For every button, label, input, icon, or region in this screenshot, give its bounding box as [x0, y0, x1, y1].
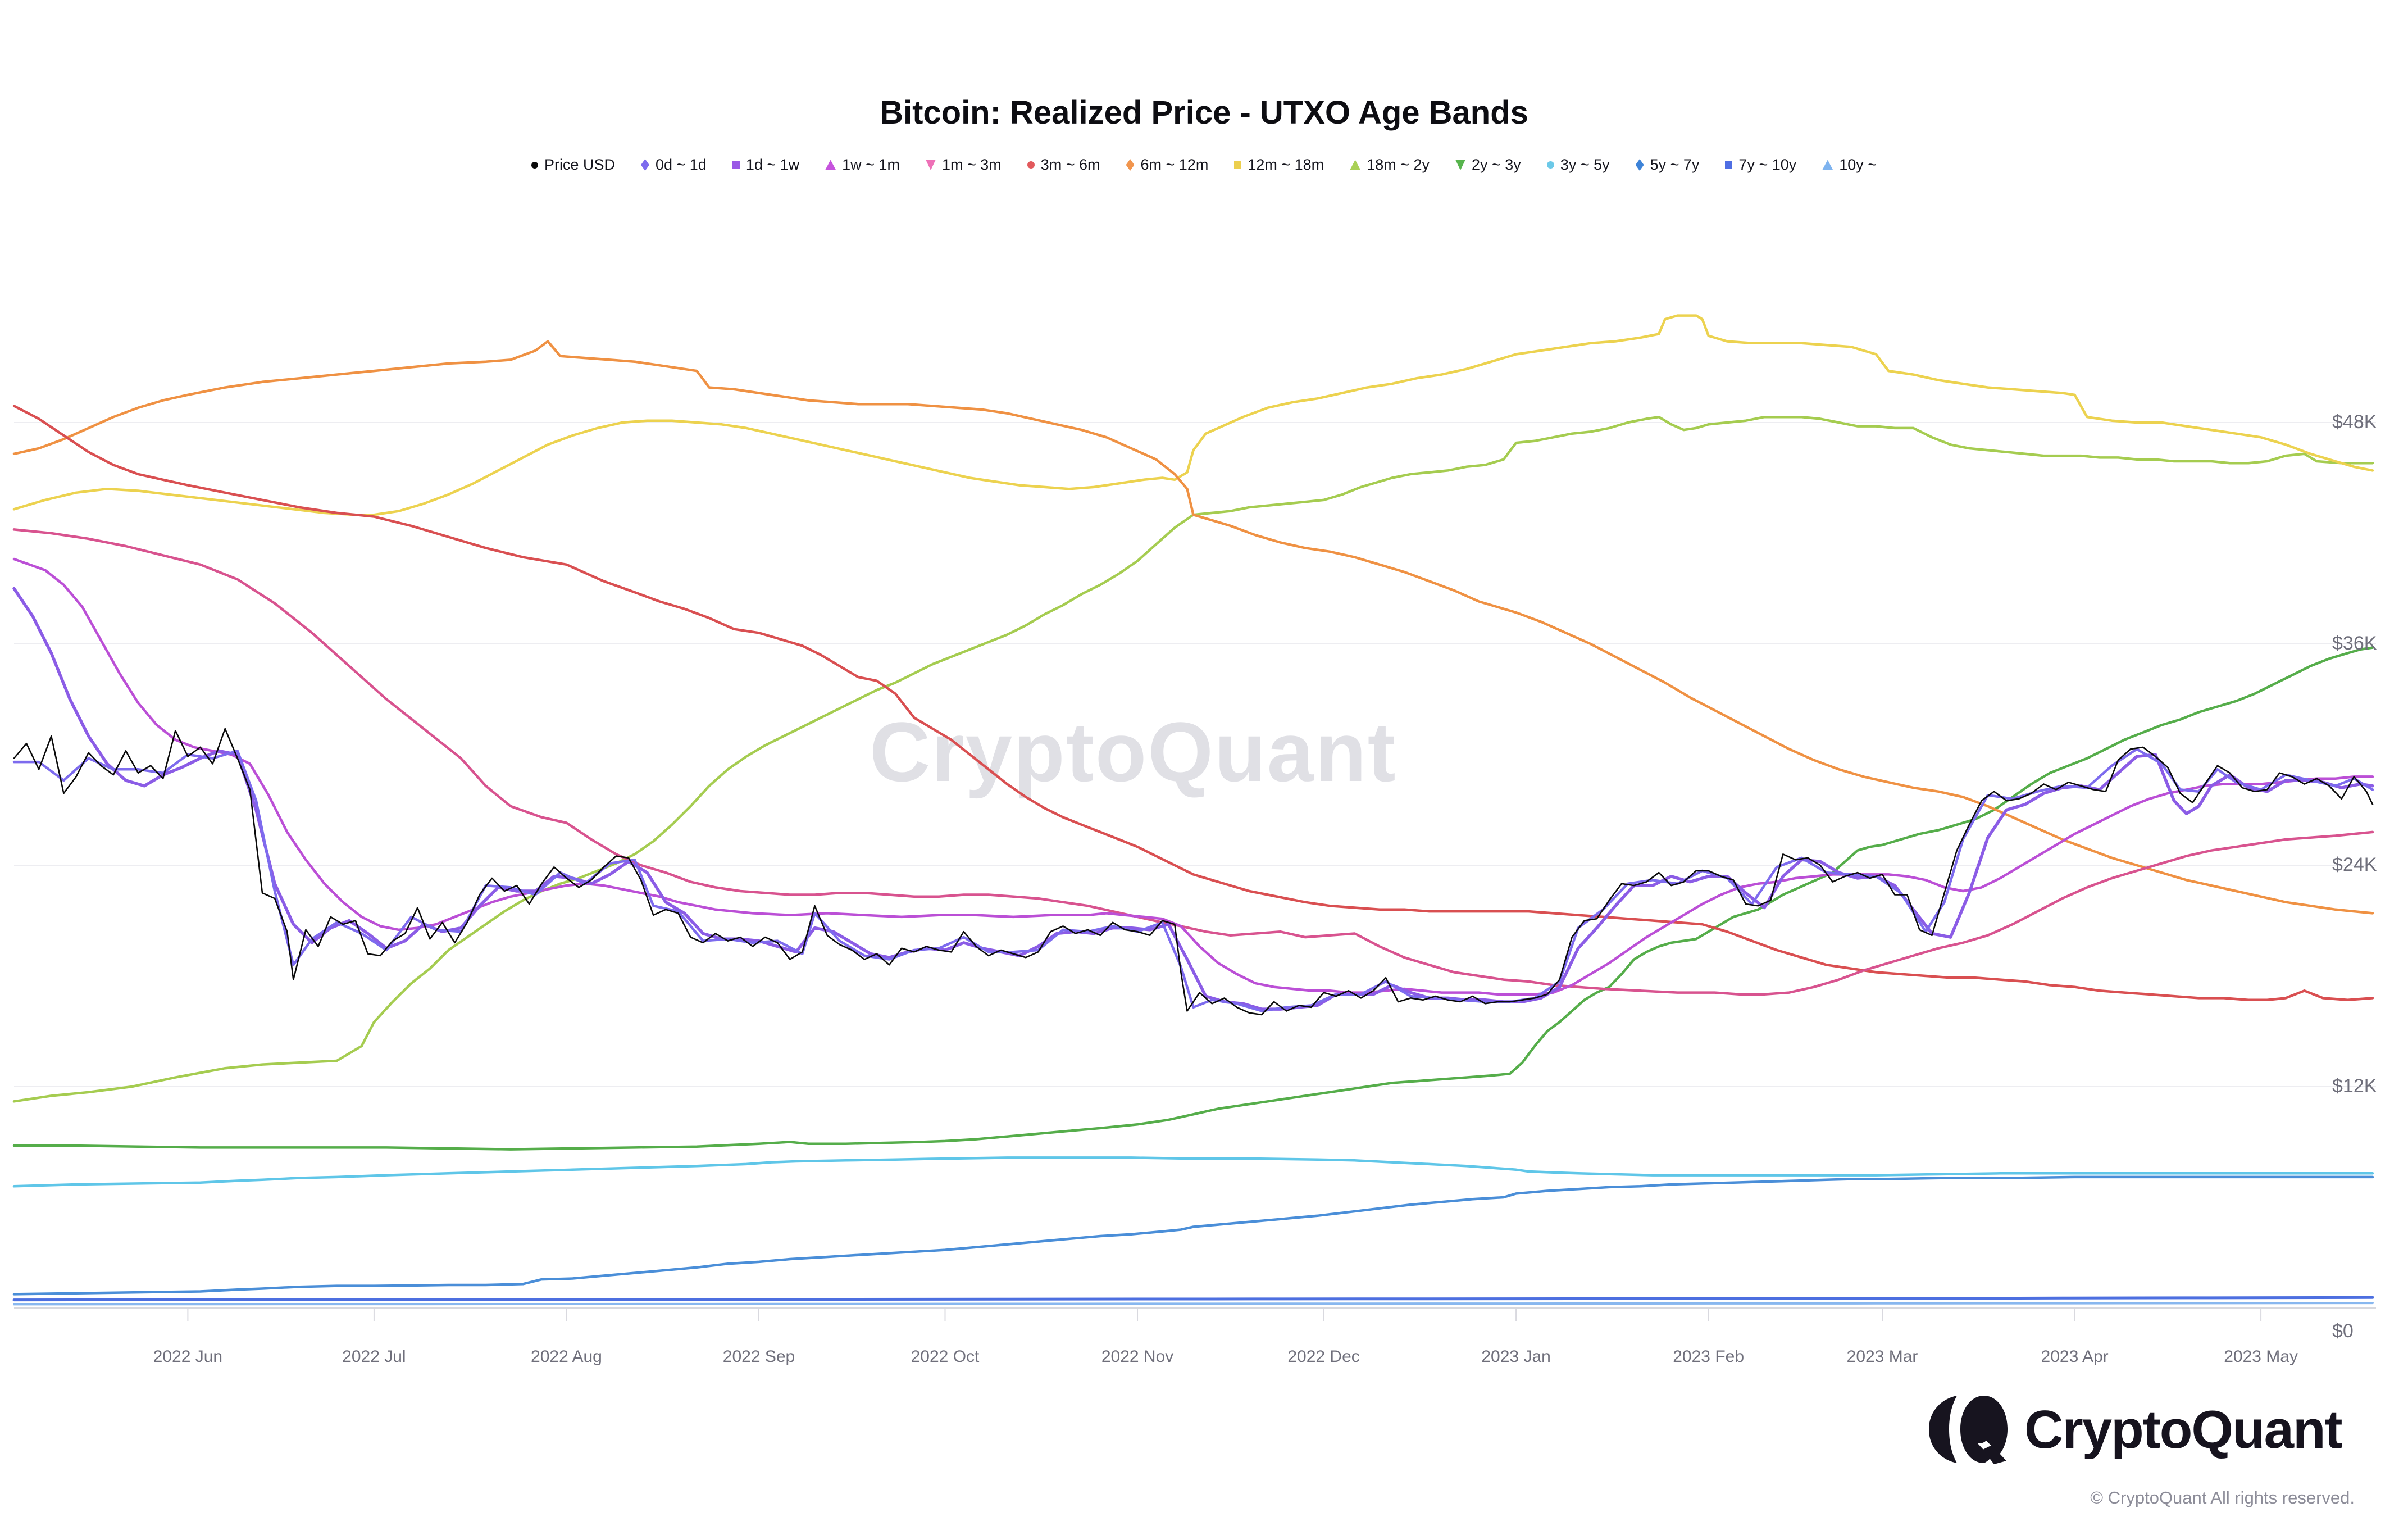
y-axis-label: $0 — [2332, 1320, 2354, 1342]
series-line-b1w1m — [12, 557, 2374, 996]
legend-marker-b12m18m-icon — [1234, 161, 1242, 169]
legend-item-b1d1w[interactable]: 1d ~ 1w — [732, 156, 799, 174]
series-line-price — [13, 728, 2374, 1016]
legend-item-b3y5y[interactable]: 3y ~ 5y — [1546, 156, 1610, 174]
legend-item-b12m18m[interactable]: 12m ~ 18m — [1234, 156, 1324, 174]
series-line-b3m6m — [12, 405, 2374, 1001]
series-line-b1d1w — [12, 587, 2374, 1011]
legend-marker-b3m6m-icon — [1027, 161, 1035, 169]
cryptoquant-logo-icon — [1929, 1396, 2008, 1464]
x-axis-label: 2023 May — [2224, 1347, 2298, 1366]
legend-item-b18m2y[interactable]: 18m ~ 2y — [1350, 156, 1430, 174]
legend-label: 7y ~ 10y — [1738, 156, 1797, 173]
y-axis-label: $48K — [2332, 411, 2377, 433]
legend-item-b6m12m[interactable]: 6m ~ 12m — [1126, 156, 1209, 174]
x-axis-label: 2022 Jun — [153, 1347, 223, 1366]
legend-item-b7y10y[interactable]: 7y ~ 10y — [1725, 156, 1796, 174]
legend-item-b1m3m[interactable]: 1m ~ 3m — [925, 156, 1002, 174]
x-axis-label: 2022 Oct — [911, 1347, 980, 1366]
legend-label: 1w ~ 1m — [842, 156, 900, 173]
legend-item-b3m6m[interactable]: 3m ~ 6m — [1027, 156, 1100, 174]
legend-marker-b0d1d-icon — [640, 159, 649, 171]
watermark: CryptoQuant — [870, 705, 1397, 799]
x-axis-label: 2022 Aug — [531, 1347, 602, 1366]
y-axis-label: $36K — [2332, 633, 2377, 654]
series-line-b10y — [13, 1302, 2374, 1306]
legend-label: 3y ~ 5y — [1560, 156, 1610, 173]
legend-marker-b5y7y-icon — [1635, 159, 1644, 171]
legend-item-b5y7y[interactable]: 5y ~ 7y — [1635, 156, 1700, 174]
brand-logo[interactable]: CryptoQuant — [1926, 1395, 2343, 1465]
x-axis-label: 2023 Jan — [1481, 1347, 1551, 1366]
page-title: Bitcoin: Realized Price - UTXO Age Bands — [880, 94, 1528, 131]
x-axis-label: 2022 Jul — [342, 1347, 406, 1366]
legend-marker-b3y5y-icon — [1546, 161, 1554, 169]
legend-item-b0d1d[interactable]: 0d ~ 1d — [640, 156, 707, 174]
series-line-b1m3m — [12, 528, 2374, 996]
series-line-b0d1d — [12, 747, 2374, 1012]
series-line-b5y7y — [12, 1175, 2374, 1296]
legend-item-b2y3y[interactable]: 2y ~ 3y — [1455, 156, 1521, 174]
legend-label: 18m ~ 2y — [1367, 156, 1430, 173]
series-line-b3y5y — [12, 1156, 2374, 1188]
x-axis-label: 2022 Dec — [1287, 1347, 1360, 1366]
y-axis-label: $24K — [2332, 854, 2377, 875]
legend: Price USD 0d ~ 1d 1d ~ 1w 1w ~ 1m 1m ~ 3m 3m … — [0, 156, 2408, 174]
legend-label: 1m ~ 3m — [941, 156, 1002, 173]
legend-label: 10y ~ — [1839, 156, 1877, 173]
x-axis-label: 2022 Sep — [722, 1347, 795, 1366]
legend-marker-price-icon — [531, 161, 538, 169]
legend-label: 3m ~ 6m — [1040, 156, 1100, 173]
x-axis-label: 2022 Nov — [1101, 1347, 1174, 1366]
legend-item-price[interactable]: Price USD — [531, 156, 615, 174]
legend-label: Price USD — [544, 156, 615, 173]
copyright-text: © CryptoQuant All rights reserved. — [2090, 1488, 2355, 1507]
legend-label: 0d ~ 1d — [655, 156, 707, 173]
legend-marker-b6m12m-icon — [1126, 159, 1135, 171]
legend-item-b10y[interactable]: 10y ~ — [1822, 156, 1877, 174]
series-line-b18m2y — [12, 415, 2374, 1103]
legend-label: 1d ~ 1w — [745, 156, 800, 173]
series-line-b6m12m — [12, 340, 2374, 915]
x-axis-label: 2023 Apr — [2041, 1347, 2109, 1366]
legend-label: 2y ~ 3y — [1471, 156, 1521, 173]
series-line-b12m18m — [12, 314, 2374, 516]
series-line-b2y3y — [12, 646, 2374, 1151]
legend-label: 5y ~ 7y — [1650, 156, 1700, 173]
series-line-b7y10y — [12, 1296, 2374, 1302]
legend-label: 12m ~ 18m — [1248, 156, 1324, 173]
y-axis-label: $12K — [2332, 1075, 2377, 1097]
x-axis-label: 2023 Mar — [1846, 1347, 1918, 1366]
x-axis-label: 2023 Feb — [1673, 1347, 1745, 1366]
legend-marker-b1d1w-icon — [732, 161, 740, 169]
brand-name: CryptoQuant — [2024, 1400, 2343, 1460]
legend-label: 6m ~ 12m — [1140, 156, 1209, 173]
legend-marker-b7y10y-icon — [1725, 161, 1733, 169]
legend-item-b1w1m[interactable]: 1w ~ 1m — [825, 156, 900, 174]
